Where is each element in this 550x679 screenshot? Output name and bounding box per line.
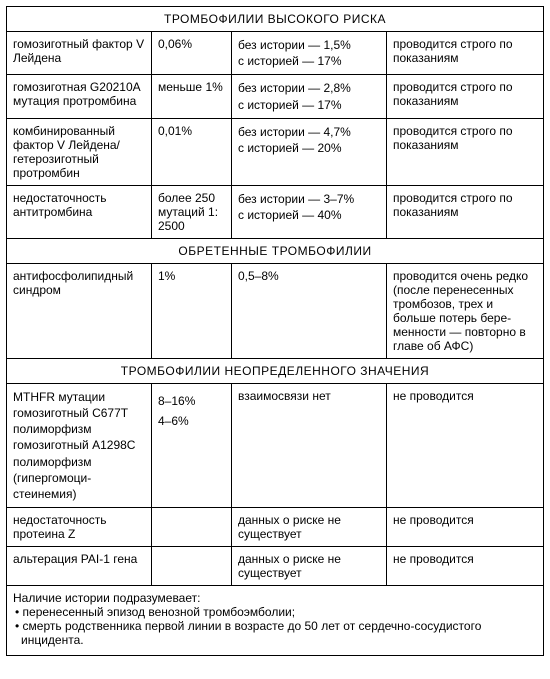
- section-title: ОБРЕТЕННЫЕ ТРОМБОФИЛИИ: [7, 238, 544, 263]
- cell-name: альтерация PAI-1 гена: [7, 547, 152, 586]
- cell-risk: без истории — 3–7% с историей — 40%: [232, 185, 387, 238]
- freq-line: 4–6%: [158, 414, 189, 428]
- cell-rec: проводится строго по показаниям: [387, 32, 544, 75]
- cell-rec: проводится строго по показаниям: [387, 75, 544, 118]
- risk-with-history: с историей — 40%: [238, 208, 342, 222]
- cell-name: гомозиготный фактор V Лейдена: [7, 32, 152, 75]
- risk-with-history: с историей — 20%: [238, 141, 342, 155]
- table-row: комбинированный фактор V Лейдена/ гетеро…: [7, 118, 544, 185]
- cell-name: недостаточность антитромбина: [7, 185, 152, 238]
- footnote-row: Наличие истории подразумевает: • перенес…: [7, 586, 544, 656]
- risk-with-history: с историей — 17%: [238, 98, 342, 112]
- cell-freq: меньше 1%: [152, 75, 232, 118]
- cell-freq: 0,01%: [152, 118, 232, 185]
- risk-no-history: без истории — 2,8%: [238, 81, 351, 95]
- cell-freq: 1%: [152, 263, 232, 358]
- cell-risk: без истории — 1,5% с историей — 17%: [232, 32, 387, 75]
- cell-rec: не проводится: [387, 508, 544, 547]
- cell-freq: [152, 508, 232, 547]
- risk-no-history: без истории — 4,7%: [238, 125, 351, 139]
- name-line: гомозиготный A1298C полимор­физм (гиперг…: [13, 438, 135, 501]
- cell-risk: без истории — 4,7% с историей — 20%: [232, 118, 387, 185]
- cell-freq: более 250 мутаций 1: 2500: [152, 185, 232, 238]
- cell-freq: 8–16% 4–6%: [152, 383, 232, 507]
- table-row: антифосфолипидный синдром 1% 0,5–8% пров…: [7, 263, 544, 358]
- risk-no-history: без истории — 1,5%: [238, 38, 351, 52]
- cell-freq: 0,06%: [152, 32, 232, 75]
- section-header-high: ТРОМБОФИЛИИ ВЫСОКОГО РИСКА: [7, 7, 544, 32]
- cell-rec: проводится строго по показаниям: [387, 185, 544, 238]
- cell-name: MTHFR мутации гомозиготный C677T полимор…: [7, 383, 152, 507]
- cell-rec: не проводится: [387, 547, 544, 586]
- section-title: ТРОМБОФИЛИИ ВЫСОКОГО РИСКА: [7, 7, 544, 32]
- freq-line: 8–16%: [158, 394, 195, 408]
- section-title: ТРОМБОФИЛИИ НЕОПРЕДЕЛЕННОГО ЗНАЧЕНИЯ: [7, 358, 544, 383]
- footnote-intro: Наличие истории подразумевает:: [13, 591, 537, 605]
- footnote-bullet: • перенесенный эпизод венозной тромбоэмб…: [13, 605, 537, 619]
- cell-name: комбинированный фактор V Лейдена/ гетеро…: [7, 118, 152, 185]
- table-row: недостаточность протеина Z данных о риск…: [7, 508, 544, 547]
- risk-no-history: без истории — 3–7%: [238, 192, 354, 206]
- table-row: альтерация PAI-1 гена данных о риске не …: [7, 547, 544, 586]
- cell-rec: не проводится: [387, 383, 544, 507]
- table-row: MTHFR мутации гомозиготный C677T полимор…: [7, 383, 544, 507]
- cell-rec: проводится строго по показаниям: [387, 118, 544, 185]
- name-line: гомозиготный C677T полиморфизм: [13, 406, 128, 436]
- cell-risk: 0,5–8%: [232, 263, 387, 358]
- section-header-acquired: ОБРЕТЕННЫЕ ТРОМБОФИЛИИ: [7, 238, 544, 263]
- cell-rec: проводится очень ред­ко (после перенесен…: [387, 263, 544, 358]
- cell-risk: взаимосвязи нет: [232, 383, 387, 507]
- thrombophilia-table: ТРОМБОФИЛИИ ВЫСОКОГО РИСКА гомозиготный …: [6, 6, 544, 656]
- section-header-undef: ТРОМБОФИЛИИ НЕОПРЕДЕЛЕННОГО ЗНАЧЕНИЯ: [7, 358, 544, 383]
- cell-name: гомозиготная G20210A мутация протромбина: [7, 75, 152, 118]
- table-row: недостаточность антитромбина более 250 м…: [7, 185, 544, 238]
- cell-risk: без истории — 2,8% с историей — 17%: [232, 75, 387, 118]
- cell-name: антифосфолипидный синдром: [7, 263, 152, 358]
- name-line: MTHFR мутации: [13, 390, 105, 404]
- table-row: гомозиготная G20210A мутация протромбина…: [7, 75, 544, 118]
- cell-risk: данных о риске не существует: [232, 547, 387, 586]
- table-row: гомозиготный фактор V Лейдена 0,06% без …: [7, 32, 544, 75]
- cell-freq: [152, 547, 232, 586]
- footnote-bullet: • смерть родственника первой линии в воз…: [13, 619, 537, 647]
- cell-risk: данных о риске не существует: [232, 508, 387, 547]
- cell-name: недостаточность протеина Z: [7, 508, 152, 547]
- footnote-cell: Наличие истории подразумевает: • перенес…: [7, 586, 544, 656]
- risk-with-history: с историей — 17%: [238, 54, 342, 68]
